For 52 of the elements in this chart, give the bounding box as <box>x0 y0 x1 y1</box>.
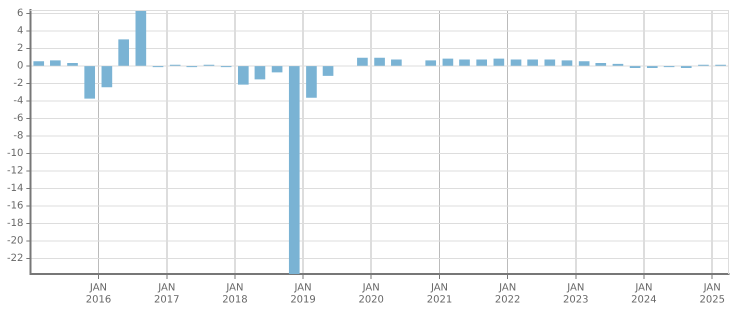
bar <box>562 60 572 66</box>
x-tick-label: JAN 2016 <box>86 282 112 306</box>
bar <box>33 61 44 66</box>
x-tick-label: JAN 2019 <box>290 282 316 306</box>
y-tick-label: 2 <box>16 43 24 54</box>
bar <box>238 66 249 85</box>
bar <box>510 60 522 66</box>
y-tick-label: -10 <box>6 148 24 159</box>
x-tick-label: JAN 2023 <box>563 282 588 306</box>
bar <box>272 66 282 72</box>
y-tick-label: -16 <box>6 200 24 212</box>
bar <box>494 58 504 66</box>
x-tick-label: JAN 2025 <box>699 282 725 306</box>
y-tick-label: -4 <box>13 96 24 107</box>
y-tick-label: -8 <box>13 130 24 142</box>
bar <box>374 58 385 66</box>
bar <box>50 60 61 66</box>
bar <box>288 66 300 274</box>
y-tick-label: -18 <box>6 218 24 229</box>
x-tick-label: JAN 2020 <box>358 282 384 306</box>
bar <box>306 66 317 98</box>
y-tick-label: -2 <box>13 78 24 90</box>
bar <box>595 62 606 66</box>
bar <box>102 66 112 88</box>
bar <box>459 60 470 66</box>
x-tick-label: JAN 2017 <box>154 282 180 306</box>
x-tick-label: JAN 2022 <box>494 282 520 306</box>
bar <box>425 60 436 66</box>
bar <box>527 60 538 66</box>
y-tick-label: -22 <box>6 252 24 264</box>
bar <box>544 60 556 66</box>
y-tick-label: 0 <box>16 60 24 72</box>
x-tick-label: JAN 2024 <box>631 282 657 306</box>
bar <box>357 58 368 66</box>
y-tick-label: 6 <box>16 8 24 20</box>
bar <box>476 60 488 66</box>
bar <box>254 66 266 80</box>
bar <box>578 61 590 66</box>
y-tick-label: -14 <box>6 182 24 194</box>
y-tick-label: 4 <box>16 26 24 37</box>
y-tick-label: -20 <box>6 235 24 246</box>
y-tick-label: -12 <box>6 165 24 176</box>
bar <box>391 60 402 66</box>
bar <box>118 39 129 66</box>
bar <box>442 58 454 66</box>
x-tick-label: JAN 2021 <box>426 282 452 306</box>
bar <box>84 66 96 99</box>
x-tick-label: JAN 2018 <box>222 282 248 306</box>
bar <box>136 10 146 66</box>
bar <box>322 66 334 76</box>
y-tick-label: -6 <box>13 112 24 124</box>
bar <box>67 62 78 66</box>
